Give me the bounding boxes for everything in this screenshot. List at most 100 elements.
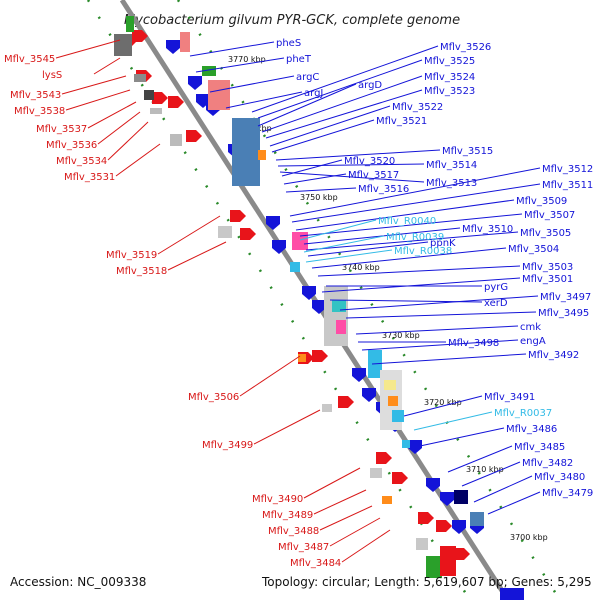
left-leader-line [97,111,141,145]
forward-gene [230,210,246,222]
right-leader-line [403,395,483,417]
forward-gene [240,228,256,240]
right-leader-line [277,163,425,167]
right-leader-line [291,183,541,223]
gene-block [208,80,230,110]
right-gene-label: Mflv_3495 [538,308,589,319]
rna-feature [290,262,300,272]
reverse-gene [440,492,454,506]
right-leader-line [279,171,425,183]
left-gene-label: Mflv_3499 [202,440,253,451]
forward-gene [392,472,408,484]
left-gene-label: Mflv_3488 [268,526,319,537]
forward-gene [152,92,168,104]
left-leader-line [115,143,161,177]
gene-block [150,108,162,114]
left-leader-line [329,517,381,547]
right-gene-label: Mflv_3492 [528,350,579,361]
gene-block [336,320,346,334]
right-gene-label: Mflv_3520 [344,156,395,167]
reverse-gene [452,520,466,534]
left-gene-label: Mflv_3484 [290,558,341,569]
right-gene-label: Mflv_3482 [522,458,573,469]
kbp-tick-label: 3770 kbp [228,55,266,64]
forward-gene [418,512,434,524]
right-gene-label: Mflv_3485 [514,442,565,453]
right-leader-line [317,265,521,277]
right-leader-line [345,311,537,319]
right-leader-line [305,249,393,263]
left-leader-line [319,505,373,531]
right-leader-line [371,353,527,365]
accession-text: Accession: NC_009338 [10,575,146,589]
right-leader-line [269,105,391,147]
left-gene-label: Mflv_3543 [10,90,61,101]
right-gene-label: Mflv_3522 [392,102,443,113]
genome-summary-text: Topology: circular; Length: 5,619,607 bp… [261,575,592,589]
gene-features [114,16,524,600]
right-gene-label: Mflv_3505 [520,228,571,239]
right-leader-line [271,119,375,153]
gene-block [258,150,266,160]
left-leader-line [87,101,137,129]
forward-gene [454,548,470,560]
right-leader-line [473,475,533,503]
left-leader-line [167,241,227,271]
right-leader-line [285,187,357,193]
right-leader-line [257,83,357,127]
right-leader-line [461,461,521,487]
right-gene-label: Mflv_R0040 [378,216,436,227]
reverse-gene [272,240,286,254]
right-gene-label: Mflv_3512 [542,164,593,175]
right-leader-line [305,231,519,251]
reverse-gene [188,76,202,90]
right-leader-line [339,295,539,311]
right-leader-line [299,219,377,241]
right-leader-line [307,241,429,257]
left-gene-label: Mflv_3519 [106,250,157,261]
left-gene-label: Mflv_3545 [4,54,55,65]
gene-block [454,490,468,504]
gene-block [388,396,398,406]
left-gene-label: Mflv_3490 [252,494,303,505]
right-gene-label: Mflv_3511 [542,180,593,191]
left-gene-label: Mflv_3534 [56,156,107,167]
right-gene-label: Mflv_3514 [426,160,477,171]
right-gene-label: Mflv_R0037 [494,408,552,419]
reverse-gene [312,300,326,314]
gene-block [170,134,182,146]
left-gene-label: Mflv_3531 [64,172,115,183]
gene-block [298,354,306,362]
right-gene-label: argC [296,72,319,83]
right-gene-label: Mflv_3515 [442,146,493,157]
left-gene-label: Mflv_3538 [14,106,65,117]
right-leader-line [419,427,505,447]
right-gene-label: Mflv_3513 [426,178,477,189]
right-leader-line [289,167,541,217]
right-gene-label: Mflv_3517 [348,170,399,181]
left-leader-line [157,215,221,255]
forward-gene [436,520,452,532]
right-gene-label: Mflv_3524 [424,72,475,83]
reverse-gene [352,368,366,382]
left-leader-line [239,355,301,397]
right-gene-label: Mflv_3525 [424,56,475,67]
reverse-gene [426,478,440,492]
right-gene-label: pheT [286,54,312,65]
right-gene-label: Mflv_3491 [484,392,535,403]
right-leader-line [487,491,541,515]
gene-block [332,300,346,312]
right-gene-label: pyrG [484,282,508,293]
right-gene-label: Mflv_3497 [540,292,591,303]
gene-block [426,556,442,578]
right-leader-line [299,213,523,237]
right-gene-label: Mflv_3498 [448,338,499,349]
forward-gene [376,452,392,464]
left-leader-line [55,39,121,59]
gene-block [322,404,332,412]
gene-block [232,118,260,186]
right-leader-line [355,325,519,335]
right-gene-label: Mflv_R0039 [386,232,444,243]
left-leader-line [93,57,121,75]
right-gene-label: Mflv_3486 [506,424,557,435]
